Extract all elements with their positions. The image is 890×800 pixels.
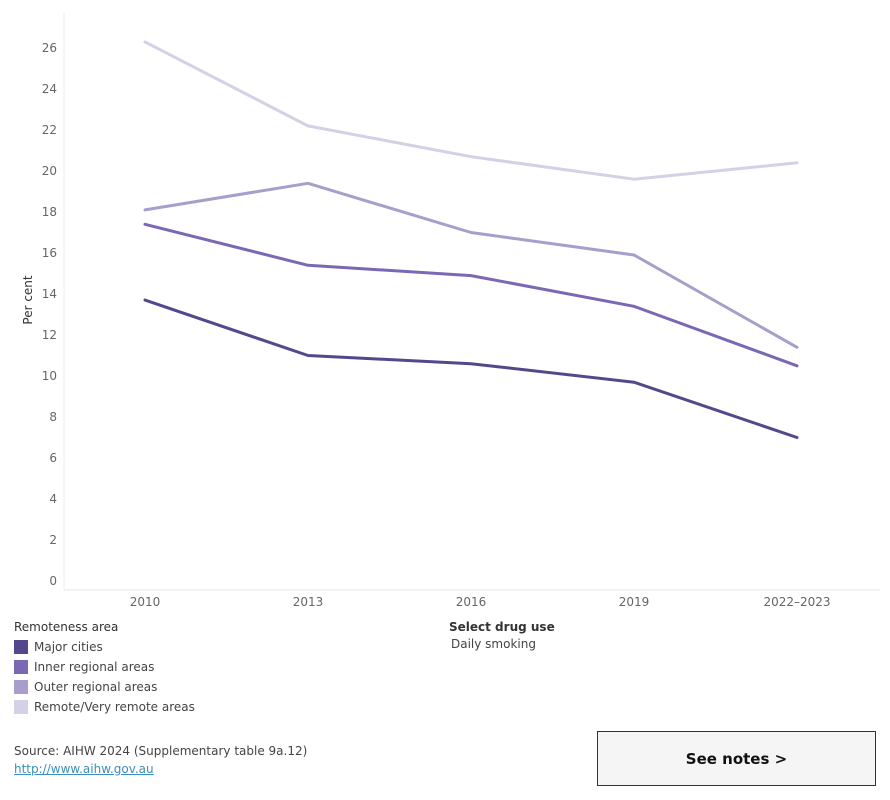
y-tick-label: 26 xyxy=(42,41,57,55)
y-axis-label: Per cent xyxy=(21,275,35,325)
y-tick-label: 2 xyxy=(49,533,57,547)
legend-label: Inner regional areas xyxy=(34,660,155,674)
legend-swatch xyxy=(14,680,28,694)
legend-item-inner-regional[interactable]: Inner regional areas xyxy=(14,657,195,677)
x-tick-label: 2016 xyxy=(456,595,487,609)
legend-label: Remote/Very remote areas xyxy=(34,700,195,714)
y-tick-label: 20 xyxy=(42,164,57,178)
x-tick-label: 2010 xyxy=(130,595,161,609)
source-link[interactable]: http://www.aihw.gov.au xyxy=(14,762,154,776)
legend-title: Remoteness area xyxy=(14,620,119,634)
filter-value[interactable]: Daily smoking xyxy=(451,637,536,651)
y-tick-label: 10 xyxy=(42,369,57,383)
y-tick-label: 8 xyxy=(49,410,57,424)
source-text: Source: AIHW 2024 (Supplementary table 9… xyxy=(14,744,308,758)
y-tick-label: 22 xyxy=(42,123,57,137)
legend-swatch xyxy=(14,640,28,654)
series-lines xyxy=(143,40,799,439)
see-notes-button[interactable]: See notes > xyxy=(597,731,876,786)
y-tick-label: 18 xyxy=(42,205,57,219)
filter-title: Select drug use xyxy=(449,620,555,634)
y-tick-label: 14 xyxy=(42,287,57,301)
legend-item-remote[interactable]: Remote/Very remote areas xyxy=(14,697,195,717)
drug-use-filter[interactable]: Select drug use Daily smoking xyxy=(449,620,555,651)
y-tick-label: 4 xyxy=(49,492,57,506)
legend-label: Major cities xyxy=(34,640,103,654)
series-line-remote-very-remote-areas[interactable] xyxy=(143,40,799,181)
source-note: Source: AIHW 2024 (Supplementary table 9… xyxy=(14,742,307,778)
y-tick-label: 24 xyxy=(42,82,57,96)
x-tick-label: 2022–2023 xyxy=(763,595,830,609)
y-tick-label: 12 xyxy=(42,328,57,342)
y-tick-label: 6 xyxy=(49,451,57,465)
legend-swatch xyxy=(14,700,28,714)
x-tick-label: 2013 xyxy=(293,595,324,609)
legend-swatch xyxy=(14,660,28,674)
legend-label: Outer regional areas xyxy=(34,680,158,694)
x-ticks: 2010 2013 2016 2019 2022–2023 xyxy=(130,595,831,609)
series-line-outer-regional-areas[interactable] xyxy=(143,181,799,349)
series-line-major-cities[interactable] xyxy=(143,298,799,439)
series-line-inner-regional-areas[interactable] xyxy=(143,222,799,368)
x-tick-label: 2019 xyxy=(619,595,650,609)
legend-item-outer-regional[interactable]: Outer regional areas xyxy=(14,677,195,697)
y-tick-label: 16 xyxy=(42,246,57,260)
legend-item-major-cities[interactable]: Major cities xyxy=(14,637,195,657)
legend: Remoteness area Major cities Inner regio… xyxy=(14,620,195,717)
y-tick-label: 0 xyxy=(49,574,57,588)
